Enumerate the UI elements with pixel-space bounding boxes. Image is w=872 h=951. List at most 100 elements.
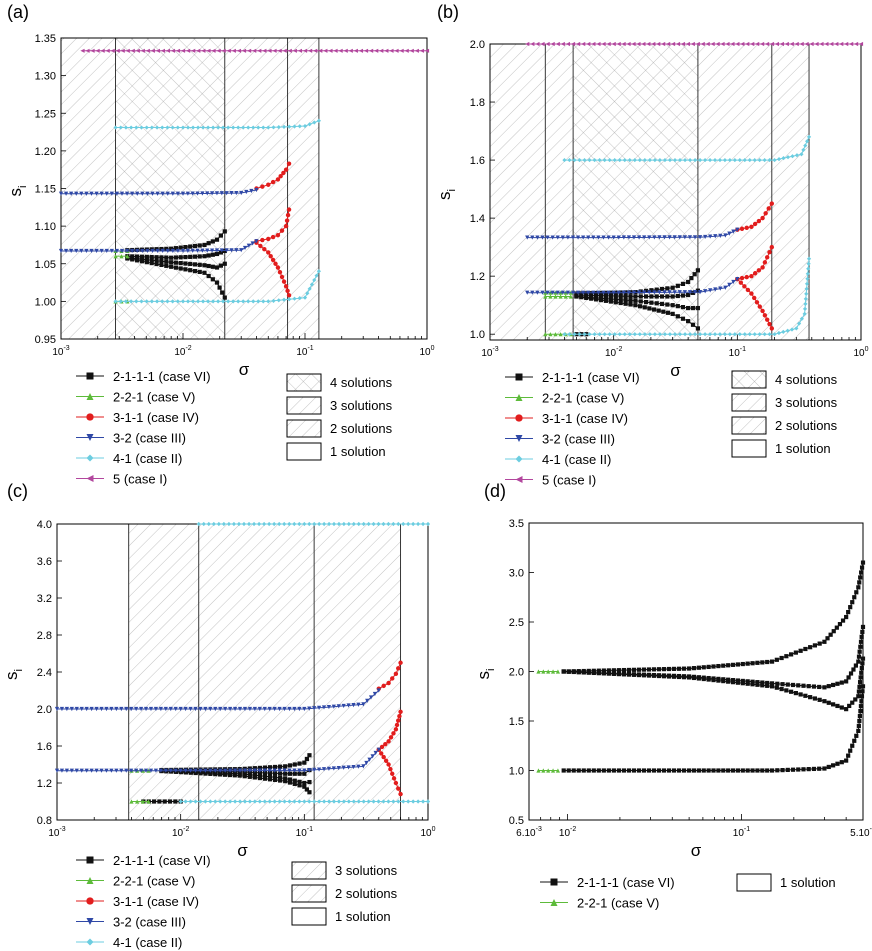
x-tick-base: 10 [481, 348, 493, 359]
data-point [626, 667, 632, 673]
data-point [252, 766, 257, 771]
data-point [216, 299, 221, 304]
data-point [601, 290, 606, 295]
data-point [692, 332, 698, 337]
data-point [208, 799, 213, 804]
data-point [581, 235, 586, 240]
y-axis-label: si [435, 189, 458, 200]
data-point [731, 229, 736, 234]
data-point [281, 124, 287, 130]
data-point [781, 156, 786, 161]
data-point [297, 706, 302, 712]
data-point [393, 671, 399, 677]
data-point [594, 293, 599, 298]
data-point [292, 762, 297, 767]
data-point [214, 248, 220, 253]
data-point [826, 700, 831, 705]
data-point [384, 48, 389, 53]
data-point [750, 41, 755, 47]
data-point [119, 706, 124, 712]
data-point [398, 791, 403, 797]
data-point [621, 235, 626, 240]
data-point [275, 232, 281, 238]
data-point [829, 41, 834, 47]
data-point [789, 41, 794, 47]
data-point [211, 521, 216, 527]
data-point [651, 768, 657, 773]
data-point [565, 41, 571, 47]
data-point [241, 521, 247, 527]
solution-swatch [731, 439, 767, 458]
data-point [192, 243, 198, 249]
data-point [656, 673, 662, 679]
data-point [135, 258, 140, 263]
data-point [192, 268, 198, 274]
solution-region [128, 524, 199, 820]
data-point [686, 319, 691, 324]
series-diamond [178, 521, 431, 804]
data-point [292, 521, 297, 527]
data-point [396, 666, 401, 671]
data-point [633, 298, 638, 303]
legend-marker [86, 897, 94, 905]
data-point [848, 748, 853, 753]
data-point [193, 706, 198, 712]
data-point [613, 297, 618, 302]
data-point [716, 768, 721, 773]
data-point [277, 799, 282, 804]
data-point [163, 706, 168, 712]
y-tick-label: 1.6 [470, 155, 485, 167]
data-point [54, 706, 60, 712]
data-point [621, 768, 627, 773]
data-point [321, 705, 327, 710]
data-point [769, 681, 775, 686]
data-point [723, 233, 728, 238]
data-point [755, 768, 760, 773]
data-point [659, 301, 665, 307]
data-point [252, 706, 257, 712]
legend-marker [515, 476, 523, 483]
data-point [214, 265, 220, 270]
data-point [222, 248, 227, 254]
data-point [302, 295, 308, 300]
data-point [576, 670, 581, 675]
data-point [159, 255, 164, 260]
data-point [79, 191, 84, 196]
data-point [203, 799, 208, 804]
data-point [283, 771, 288, 776]
data-point [244, 189, 249, 195]
data-point [313, 48, 318, 53]
solution-label: 4 solutions [775, 372, 838, 387]
data-point [267, 48, 272, 53]
data-point [661, 768, 667, 773]
data-point [140, 191, 145, 196]
data-point [826, 764, 831, 770]
data-point [747, 157, 752, 163]
data-point [608, 293, 613, 298]
data-point [643, 299, 649, 305]
data-point [834, 41, 839, 47]
x-tick-base: 10 [733, 828, 745, 839]
data-point [618, 294, 623, 299]
x-tick-exponent: -3 [536, 826, 542, 833]
data-point [278, 778, 283, 783]
data-point [735, 768, 741, 773]
data-point [307, 286, 312, 291]
data-point [79, 706, 84, 712]
data-point [636, 235, 642, 240]
data-point [272, 764, 278, 770]
data-point [398, 709, 403, 714]
data-point [711, 768, 716, 773]
data-point [281, 297, 287, 302]
data-point [760, 215, 765, 221]
data-point [267, 706, 272, 712]
series-circle [254, 161, 292, 298]
data-point [237, 768, 243, 773]
data-point [420, 521, 426, 527]
data-point [123, 125, 129, 130]
data-point [608, 299, 613, 304]
data-point [632, 332, 637, 337]
data-point [671, 674, 677, 679]
data-point [148, 768, 154, 773]
